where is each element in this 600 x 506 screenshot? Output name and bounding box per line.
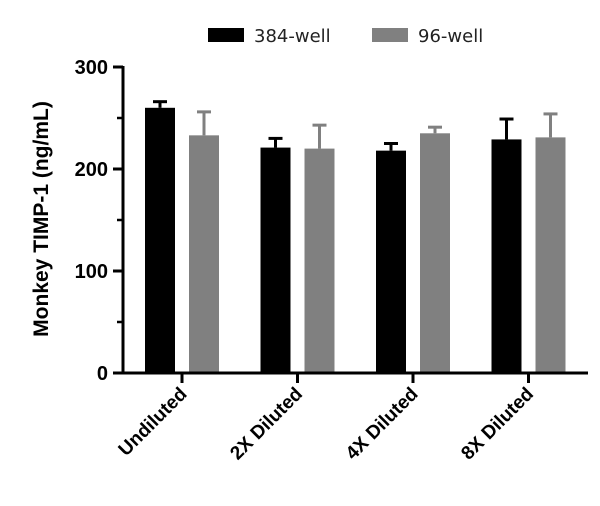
legend: 384-well 96-well	[208, 26, 483, 47]
y-tick-label: 200	[75, 159, 108, 181]
x-tick-label: 8X Diluted	[457, 384, 538, 465]
x-tick-label: 4X Diluted	[342, 384, 423, 465]
bar	[535, 137, 566, 373]
error-bars	[153, 100, 558, 151]
legend-swatch	[372, 28, 408, 42]
bar	[491, 139, 522, 373]
y-axis-title: Monkey TIMP-1 (ng/mL)	[30, 101, 53, 337]
x-tick-label: Undiluted	[115, 384, 192, 461]
bar	[145, 107, 175, 374]
legend-swatch	[208, 28, 244, 42]
bar	[304, 148, 335, 373]
x-tick-label: 2X Diluted	[226, 384, 307, 465]
bar	[189, 135, 219, 373]
y-tick-label: 300	[75, 57, 108, 79]
bar	[260, 147, 291, 373]
y-tick-label: 0	[97, 363, 108, 385]
y-tick-label: 100	[75, 261, 108, 283]
legend-label: 384-well	[254, 26, 331, 47]
bars	[145, 107, 566, 374]
legend-label: 96-well	[418, 26, 483, 47]
bar	[420, 133, 450, 373]
bar	[376, 150, 406, 373]
